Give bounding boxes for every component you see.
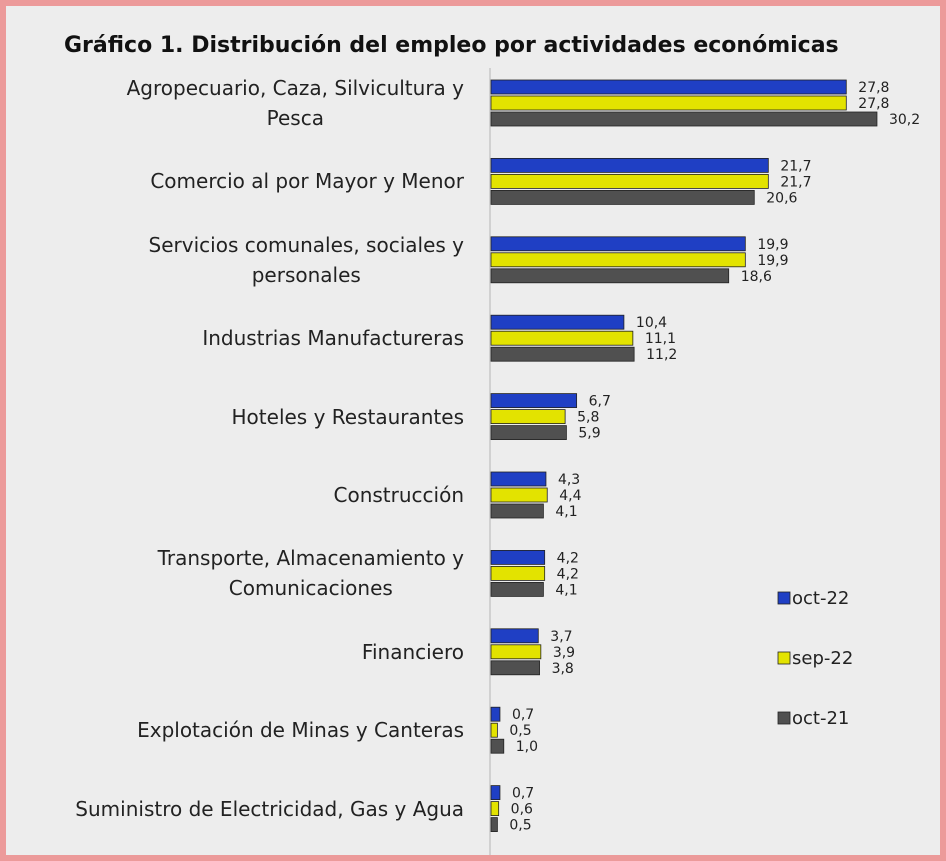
value-label: 5,9 (578, 426, 600, 442)
bar (490, 628, 539, 644)
bar (490, 582, 544, 597)
value-label: 11,1 (645, 331, 676, 347)
legend-label: oct-22 (792, 588, 849, 609)
value-label: 27,8 (858, 80, 889, 96)
bar (490, 409, 566, 425)
category-text: Transporte, Almacenamiento y Comunicacio… (157, 546, 464, 601)
value-label: 0,7 (512, 707, 534, 723)
value-label: 0,5 (509, 723, 531, 739)
bar (490, 550, 546, 565)
category-text: Suministro de Electricidad, Gas y Agua (75, 796, 464, 821)
bar (490, 660, 540, 676)
chart: Gráfico 1. Distribución del empleo por a… (64, 33, 920, 855)
category-text: Construcción (333, 483, 465, 507)
bar (490, 785, 501, 800)
bar (490, 503, 544, 519)
legend-swatch (777, 711, 791, 725)
category-text: Comercio al por Mayor y Menor (150, 169, 464, 194)
value-label: 4,4 (559, 488, 581, 504)
category-label: Servicios comunales, sociales y personal… (149, 230, 464, 290)
value-label: 0,7 (512, 786, 534, 802)
bar (490, 268, 730, 284)
value-label: 0,5 (509, 818, 531, 834)
category-text: Hoteles y Restaurantes (231, 404, 464, 429)
bar (490, 346, 635, 362)
value-label: 3,9 (553, 645, 575, 661)
value-label: 5,8 (577, 410, 599, 426)
value-label: 4,2 (557, 566, 579, 582)
bar (490, 817, 498, 832)
bar (490, 722, 498, 738)
bar (490, 157, 769, 173)
category-label: Agropecuario, Caza, Silvicultura y Pesca (127, 73, 464, 133)
category-label: Transporte, Almacenamiento y Comunicacio… (158, 543, 464, 603)
value-label: 1,0 (516, 739, 538, 755)
category-label: Industrias Manufactureras (202, 323, 464, 353)
bar (490, 252, 746, 268)
bar (490, 566, 546, 581)
bar (490, 79, 847, 95)
bar (490, 393, 578, 409)
bar (490, 95, 847, 111)
bar (490, 314, 625, 330)
legend-swatch (777, 591, 791, 605)
bar (490, 236, 746, 252)
category-text: Servicios comunales, sociales y personal… (148, 232, 464, 287)
bar (490, 487, 548, 503)
category-text: Explotación de Minas y Canteras (137, 718, 464, 743)
value-label: 4,2 (557, 550, 579, 566)
value-label: 4,3 (558, 472, 580, 488)
value-label: 21,7 (780, 174, 811, 190)
chart-title: Gráfico 1. Distribución del empleo por a… (64, 33, 839, 58)
legend-label: sep-22 (792, 648, 853, 669)
value-label: 3,8 (552, 661, 574, 677)
value-label: 20,6 (766, 190, 797, 206)
category-label: Comercio al por Mayor y Menor (150, 166, 464, 196)
bar (490, 644, 542, 660)
legend-swatch (777, 651, 791, 665)
value-label: 19,9 (757, 237, 788, 253)
value-label: 3,7 (550, 629, 572, 645)
value-label: 21,7 (780, 158, 811, 174)
bar (490, 111, 878, 127)
category-label: Financiero (362, 637, 464, 667)
bar (490, 173, 769, 189)
value-label: 27,8 (858, 96, 889, 112)
category-label: Explotación de Minas y Canteras (137, 715, 464, 745)
value-label: 11,2 (646, 347, 677, 363)
category-label: Suministro de Electricidad, Gas y Agua (75, 794, 464, 824)
value-label: 0,6 (511, 802, 533, 818)
value-label: 18,6 (741, 269, 772, 285)
category-text: Financiero (361, 639, 464, 664)
category-text: Industrias Manufactureras (202, 326, 464, 351)
value-label: 4,1 (555, 582, 577, 598)
value-label: 10,4 (636, 315, 667, 331)
value-label: 30,2 (889, 112, 920, 128)
category-text: Agropecuario, Caza, Silvicultura y Pesca (126, 76, 464, 130)
bar (490, 738, 505, 754)
bar (490, 189, 755, 205)
category-label: Construcción (334, 480, 465, 510)
bar (490, 706, 501, 722)
value-label: 4,1 (555, 504, 577, 520)
bar (490, 425, 567, 441)
bar (490, 801, 500, 816)
legend-label: oct-21 (792, 708, 849, 729)
bar (490, 471, 547, 487)
bar (490, 330, 634, 346)
value-label: 19,9 (757, 253, 788, 269)
category-label: Hoteles y Restaurantes (232, 402, 464, 432)
value-label: 6,7 (589, 394, 611, 410)
